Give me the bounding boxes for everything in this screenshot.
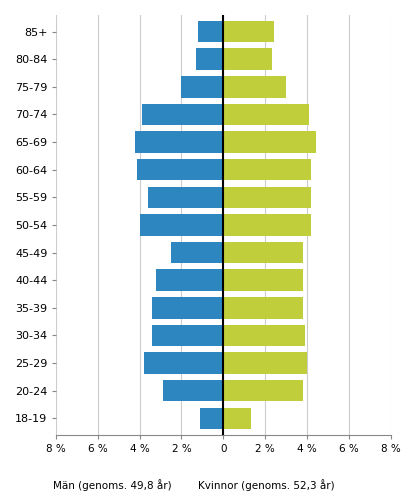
Bar [223,131,316,153]
Bar [223,297,303,319]
Bar [135,131,223,153]
Bar [223,104,310,125]
Text: Kvinnor (genoms. 52,3 år): Kvinnor (genoms. 52,3 år) [198,479,334,491]
Bar [196,49,223,70]
Bar [171,242,223,263]
Bar [223,21,274,42]
Bar [223,242,303,263]
Bar [223,325,305,346]
Bar [223,380,303,402]
Bar [137,159,223,181]
Bar [223,270,303,291]
Bar [223,214,312,236]
Bar [152,297,223,319]
Bar [223,159,312,181]
Bar [152,325,223,346]
Bar [201,408,223,429]
Bar [198,21,223,42]
Bar [223,187,312,208]
Bar [223,408,251,429]
Bar [156,270,223,291]
Bar [223,49,272,70]
Bar [223,76,286,98]
Bar [163,380,223,402]
Text: Män (genoms. 49,8 år): Män (genoms. 49,8 år) [53,479,172,491]
Bar [181,76,223,98]
Bar [223,352,307,374]
Bar [144,352,223,374]
Bar [139,214,223,236]
Bar [148,187,223,208]
Bar [142,104,223,125]
